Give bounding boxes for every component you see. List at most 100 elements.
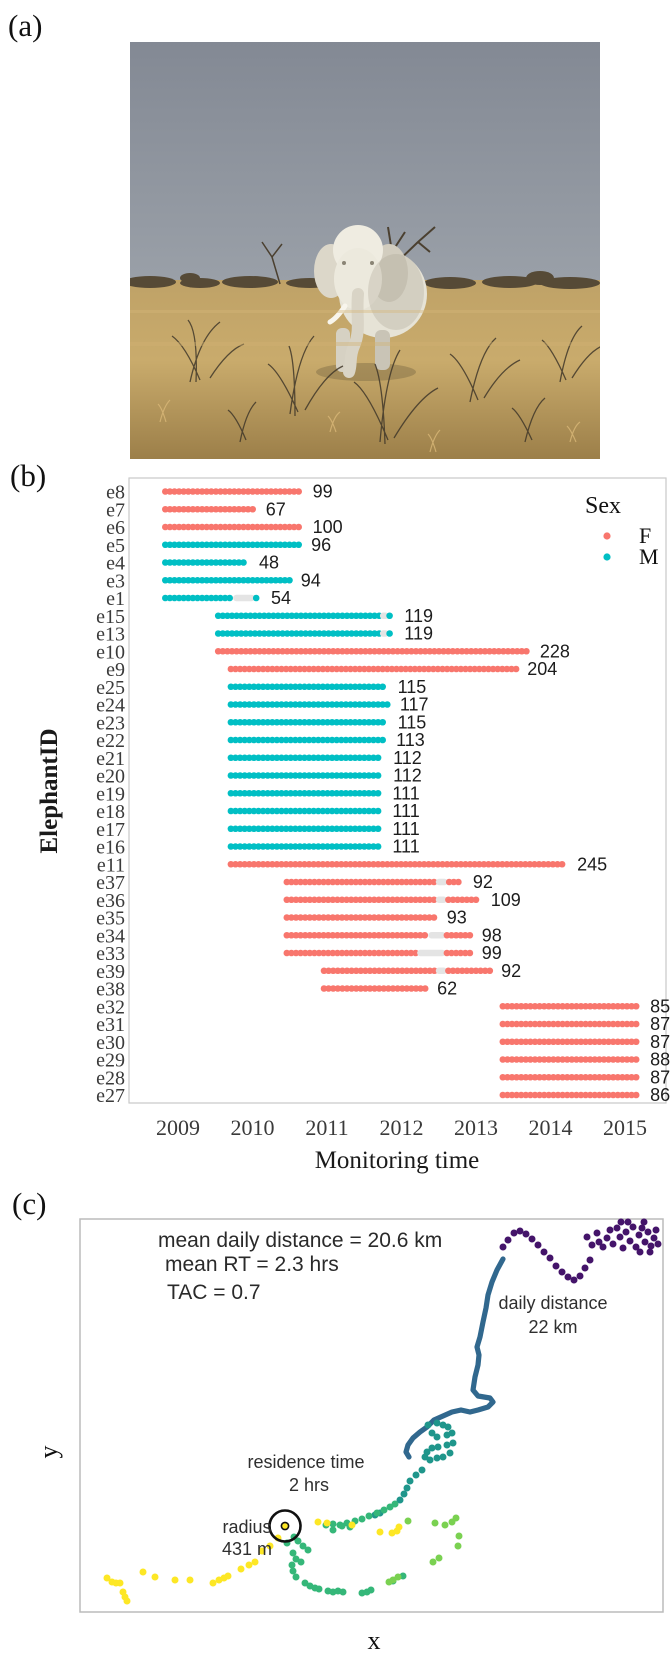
foreground-scrub xyxy=(171,319,600,445)
panel-b-ylabel: ElephantID xyxy=(36,728,63,853)
elephant-tusk xyxy=(327,303,348,325)
row-label-e20: e20 xyxy=(96,766,125,788)
timeline-row-e13: e13 119 xyxy=(96,624,433,646)
timeline-row-e29: e29 88 xyxy=(96,1050,670,1072)
legend-swatch-female xyxy=(603,532,611,540)
elephant-shading xyxy=(368,254,424,330)
row-count-e16: 111 xyxy=(392,837,419,857)
segment-dots-yellow xyxy=(103,1518,403,1605)
row-count-e13: 119 xyxy=(404,624,433,644)
residence-time-value: 2 hrs xyxy=(289,1475,329,1495)
row-count-e23: 115 xyxy=(398,712,427,732)
daily-distance-path-blue xyxy=(403,1256,506,1460)
row-label-e21: e21 xyxy=(96,748,125,770)
timeline-row-e34: e34 98 xyxy=(96,925,502,947)
timeline-row-e33: e33 99 xyxy=(96,943,502,965)
segment-dots-lightgreen xyxy=(385,1514,463,1586)
timeline-row-e9: e9 204 xyxy=(106,659,557,681)
row-count-e22: 113 xyxy=(396,730,425,750)
row-gap-e39 xyxy=(435,967,447,974)
horizon-bushes xyxy=(130,271,600,289)
x-tick-2011: 2011 xyxy=(305,1115,348,1140)
row-gap-e37 xyxy=(435,878,448,886)
row-label-e36: e36 xyxy=(96,890,125,912)
timeline-row-e10: e10 228 xyxy=(96,641,570,663)
row-count-e15: 119 xyxy=(404,606,433,626)
daily-distance-value: 22 km xyxy=(528,1317,577,1337)
savanna-elephant-photo xyxy=(130,42,600,459)
panel-b-xlabel: Monitoring time xyxy=(315,1147,480,1174)
row-gap-e13 xyxy=(379,630,389,637)
row-count-e32: 85 xyxy=(650,996,670,1016)
monitoring-timeline-chart: e8 99 e7 67 e6 100 e5 96 e4 48 e3 94 e1 54 e15 119 e13 11… xyxy=(36,477,670,1174)
row-count-e6: 100 xyxy=(313,517,343,537)
row-label-e24: e24 xyxy=(96,695,125,717)
x-tick-2012: 2012 xyxy=(380,1115,424,1140)
row-label-e10: e10 xyxy=(96,641,125,663)
x-tick-2009: 2009 xyxy=(156,1115,200,1140)
row-gap-e33 xyxy=(417,949,446,957)
row-count-e29: 88 xyxy=(650,1050,670,1070)
timeline-row-e17: e17 111 xyxy=(96,819,420,841)
stat-mean-rt: mean RT = 2.3 hrs xyxy=(165,1253,339,1276)
row-label-e28: e28 xyxy=(96,1067,125,1089)
row-label-e9: e9 xyxy=(106,659,125,681)
row-count-e28: 87 xyxy=(650,1067,670,1087)
row-count-e7: 67 xyxy=(266,499,286,519)
row-count-e19: 111 xyxy=(392,783,419,803)
timeline-row-e19: e19 111 xyxy=(96,783,420,805)
timeline-row-e31: e31 87 xyxy=(96,1014,670,1036)
row-label-e5: e5 xyxy=(106,535,125,557)
timeline-row-e5: e5 96 xyxy=(106,535,331,557)
panel-c-xlabel: x xyxy=(368,1626,381,1653)
timeline-row-e24: e24 117 xyxy=(96,695,428,717)
timeline-row-e32: e32 85 xyxy=(96,996,670,1018)
stat-tac: TAC = 0.7 xyxy=(167,1281,261,1304)
grass-tufts xyxy=(130,310,600,453)
x-tick-2015: 2015 xyxy=(603,1115,647,1140)
row-label-e4: e4 xyxy=(106,553,125,575)
row-label-e13: e13 xyxy=(96,624,125,646)
row-label-e3: e3 xyxy=(106,570,125,592)
row-label-e35: e35 xyxy=(96,908,125,930)
row-count-e18: 111 xyxy=(392,801,419,821)
row-label-e29: e29 xyxy=(96,1050,125,1072)
timeline-row-e21: e21 112 xyxy=(96,748,422,770)
row-count-e31: 87 xyxy=(650,1014,670,1034)
timeline-row-e8: e8 99 xyxy=(106,482,333,504)
radius-label: radius xyxy=(222,1517,271,1537)
timeline-row-e23: e23 115 xyxy=(96,712,426,734)
row-label-e25: e25 xyxy=(96,677,125,699)
row-label-e8: e8 xyxy=(106,482,125,504)
row-label-e27: e27 xyxy=(96,1085,125,1107)
row-label-e1: e1 xyxy=(106,588,125,610)
timeline-row-e11: e11 245 xyxy=(97,854,607,876)
timeline-row-e25: e25 115 xyxy=(96,677,426,699)
row-count-e5: 96 xyxy=(311,535,331,555)
panel-c-ylabel: y xyxy=(34,1446,63,1459)
residence-time-label: residence time xyxy=(247,1452,364,1472)
x-tick-2013: 2013 xyxy=(454,1115,498,1140)
timeline-row-e7: e7 67 xyxy=(106,499,286,521)
row-label-e39: e39 xyxy=(96,961,125,983)
row-count-e20: 112 xyxy=(393,766,422,786)
row-label-e37: e37 xyxy=(96,872,125,894)
row-count-e37: 92 xyxy=(473,872,493,892)
elephant-face xyxy=(334,248,382,310)
panel-a-label: (a) xyxy=(8,8,43,43)
timeline-row-e27: e27 86 xyxy=(96,1085,670,1107)
row-label-e19: e19 xyxy=(96,783,125,805)
timeline-row-e20: e20 112 xyxy=(96,766,422,788)
elephant-shadow xyxy=(316,363,416,381)
timeline-row-e37: e37 92 xyxy=(96,872,493,894)
row-label-e18: e18 xyxy=(96,801,125,823)
row-gap-e1 xyxy=(233,594,255,602)
row-gap-e34 xyxy=(428,932,446,939)
elephant-leg xyxy=(375,330,390,370)
row-count-e4: 48 xyxy=(259,553,279,573)
row-label-e17: e17 xyxy=(96,819,125,841)
panel-c-label: (c) xyxy=(12,1186,47,1221)
row-count-e30: 87 xyxy=(650,1032,670,1052)
row-count-e21: 112 xyxy=(393,748,422,768)
row-count-e9: 204 xyxy=(527,659,557,679)
